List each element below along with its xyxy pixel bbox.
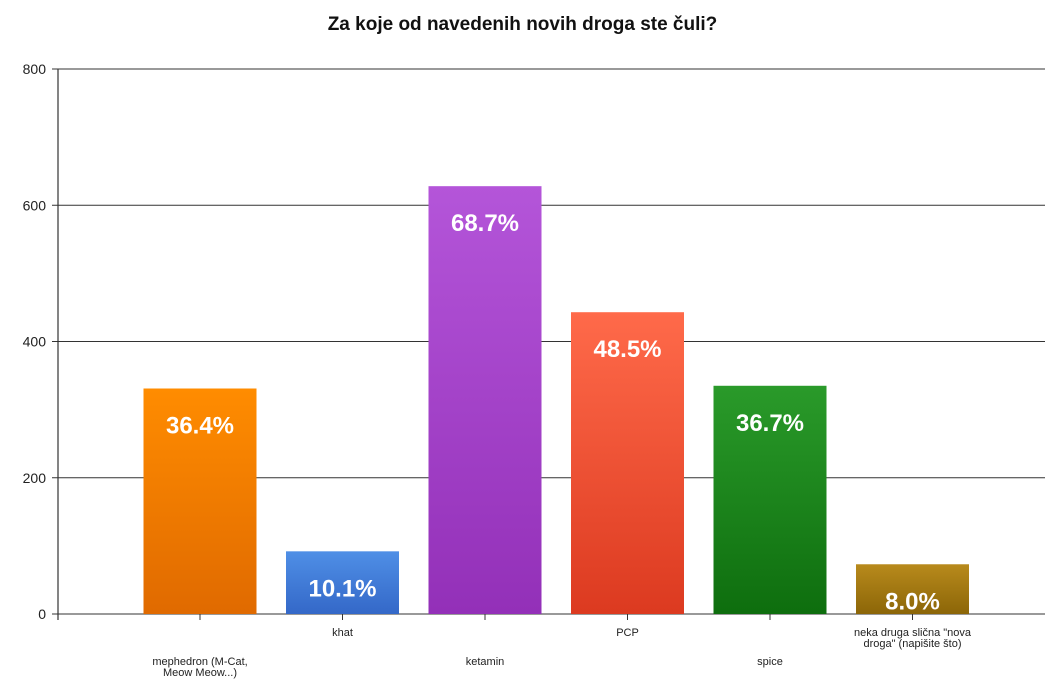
data-label: 36.4%: [166, 413, 234, 440]
chart-title: Za koje od navedenih novih droga ste čul…: [327, 14, 718, 35]
y-tick-label: 400: [23, 334, 47, 350]
category-label: droga" (napišite što): [863, 638, 961, 650]
data-label: 48.5%: [593, 336, 661, 363]
y-tick-label: 600: [23, 197, 47, 213]
category-label: mephedron (M-Cat,: [152, 656, 247, 668]
category-label: PCP: [616, 627, 639, 639]
category-label: khat: [332, 627, 353, 639]
bar: [713, 385, 827, 614]
bar: [571, 312, 684, 614]
y-tick-label: 800: [23, 61, 47, 77]
y-tick-label: 200: [23, 470, 47, 486]
category-label: Meow Meow...): [163, 667, 237, 679]
bar: [286, 551, 399, 614]
bar: [428, 186, 542, 615]
category-label: ketamin: [466, 656, 505, 668]
data-label: 10.1%: [308, 575, 376, 602]
data-label: 8.0%: [885, 588, 940, 615]
y-tick-label: 0: [38, 606, 46, 622]
category-label: neka druga slična "nova: [854, 627, 972, 639]
data-label: 36.7%: [736, 410, 804, 437]
bar: [143, 388, 257, 614]
data-label: 68.7%: [451, 210, 519, 237]
category-label: spice: [757, 656, 783, 668]
bar: [856, 564, 969, 614]
